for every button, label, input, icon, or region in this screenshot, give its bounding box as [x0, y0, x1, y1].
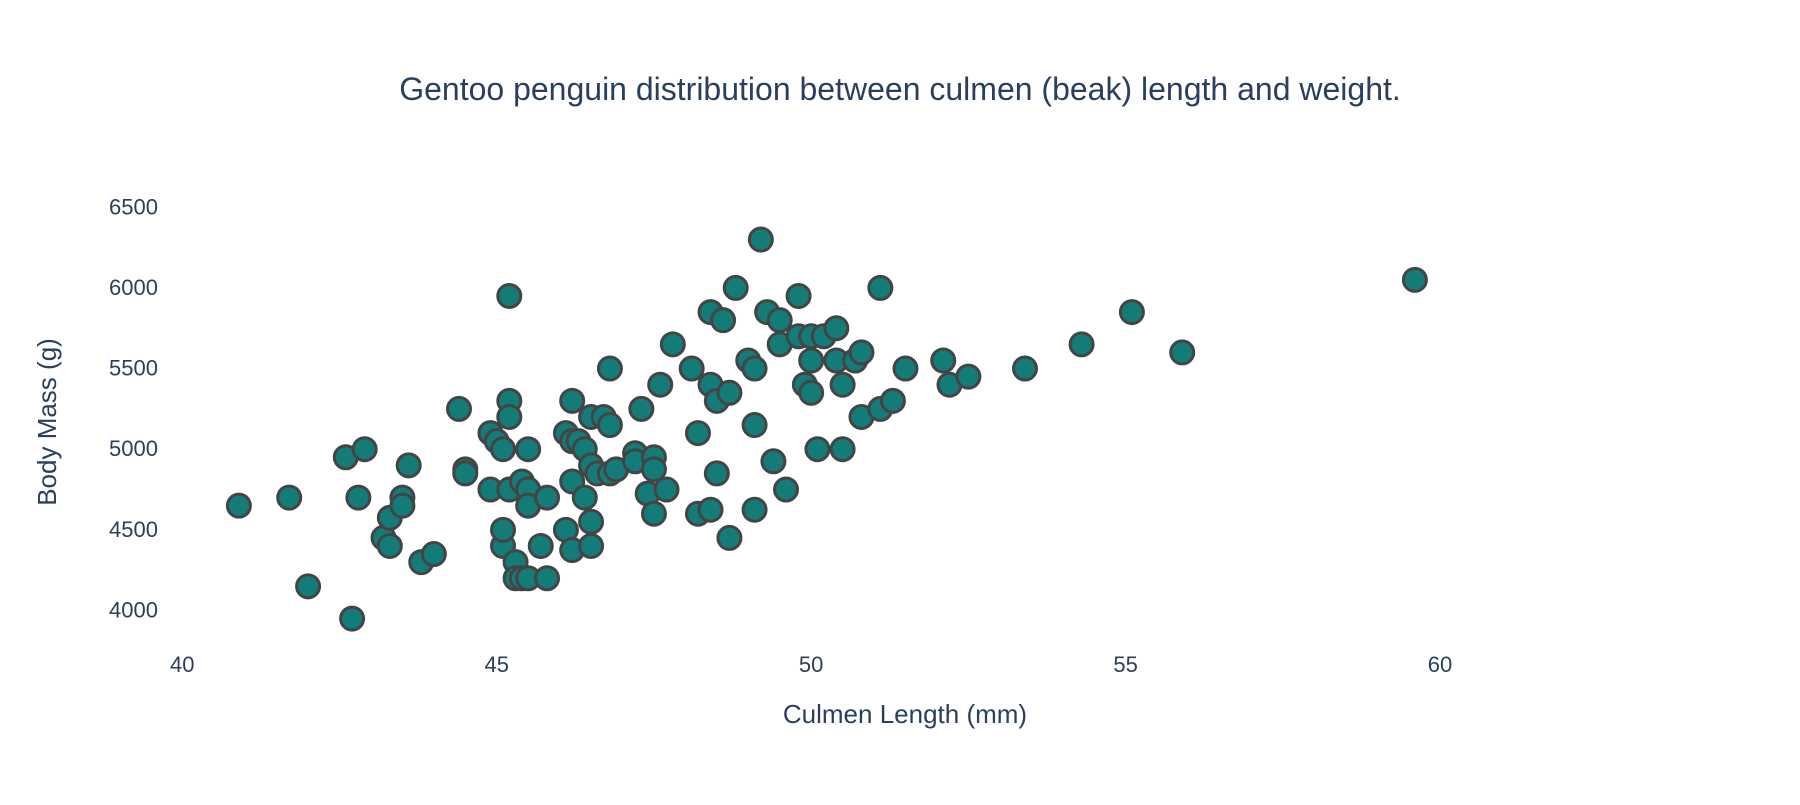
data-point [389, 492, 416, 519]
data-point [534, 484, 561, 511]
data-point [640, 500, 667, 527]
data-point [445, 395, 472, 422]
y-tick-label: 4500 [109, 517, 158, 542]
data-point [955, 363, 982, 390]
data-point [345, 484, 372, 511]
data-point [798, 347, 825, 374]
data-point [1118, 299, 1145, 326]
data-point [490, 436, 517, 463]
x-tick-label: 40 [170, 652, 194, 677]
data-point [659, 331, 686, 358]
y-tick-label: 4000 [109, 598, 158, 623]
y-tick-label: 6500 [109, 194, 158, 219]
data-point [1068, 331, 1095, 358]
y-tick-label: 5500 [109, 356, 158, 381]
data-point [640, 456, 667, 483]
data-point [628, 395, 655, 422]
data-point [741, 496, 768, 523]
data-point [722, 274, 749, 301]
data-point [798, 379, 825, 406]
y-axis-title: Body Mass (g) [32, 338, 62, 506]
data-point [823, 315, 850, 342]
data-point [760, 448, 787, 475]
data-point [930, 347, 957, 374]
x-tick-label: 60 [1428, 652, 1452, 677]
data-point [276, 484, 303, 511]
data-point [766, 307, 793, 334]
data-point [741, 412, 768, 439]
data-point [1401, 266, 1428, 293]
y-tick-label: 5000 [109, 436, 158, 461]
data-point [295, 573, 322, 600]
data-point [578, 532, 605, 559]
x-axis-title: Culmen Length (mm) [783, 699, 1027, 729]
data-point [710, 307, 737, 334]
data-point [376, 532, 403, 559]
data-point [490, 516, 517, 543]
data-point [829, 371, 856, 398]
x-tick-label: 50 [799, 652, 823, 677]
data-point [571, 484, 598, 511]
y-axis-ticks: 4000 4500 5000 5500 6000 6500 [109, 194, 158, 622]
x-tick-label: 55 [1113, 652, 1137, 677]
data-points [225, 226, 1428, 632]
data-point [351, 436, 378, 463]
data-point [527, 532, 554, 559]
x-axis-ticks: 40 45 50 55 60 [170, 652, 1452, 677]
data-point [879, 387, 906, 414]
data-point [395, 452, 422, 479]
data-point [848, 339, 875, 366]
data-point [829, 436, 856, 463]
data-point [596, 412, 623, 439]
data-point [697, 496, 724, 523]
chart-title: Gentoo penguin distribution between culm… [399, 71, 1401, 107]
data-point [596, 355, 623, 382]
data-point [1011, 355, 1038, 382]
data-point [716, 379, 743, 406]
data-point [578, 508, 605, 535]
data-point [420, 541, 447, 568]
data-point [703, 460, 730, 487]
data-point [716, 524, 743, 551]
data-point [647, 371, 674, 398]
x-tick-label: 45 [484, 652, 508, 677]
data-point [741, 355, 768, 382]
data-point [747, 226, 774, 253]
data-point [496, 282, 523, 309]
data-point [339, 605, 366, 632]
data-point [559, 387, 586, 414]
data-point [452, 460, 479, 487]
data-point [678, 355, 705, 382]
data-point [684, 420, 711, 447]
data-point [892, 355, 919, 382]
data-point [773, 476, 800, 503]
data-point [785, 282, 812, 309]
data-point [496, 403, 523, 430]
data-point [804, 436, 831, 463]
data-point [653, 476, 680, 503]
data-point [225, 492, 252, 519]
data-point [1169, 339, 1196, 366]
data-point [867, 274, 894, 301]
data-point [534, 565, 561, 592]
data-point [515, 436, 542, 463]
y-tick-label: 6000 [109, 275, 158, 300]
